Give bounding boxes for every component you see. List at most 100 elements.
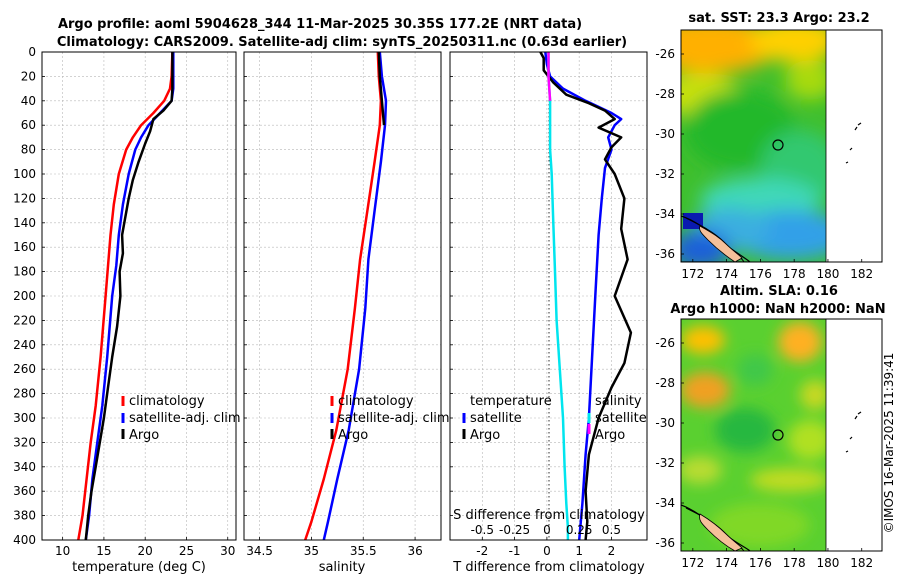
lat-tick-label: -26 (655, 336, 675, 350)
temperature-x-label: temperature (deg C) (72, 560, 206, 575)
legend-satellite-label: satellite-adj. clim (129, 411, 241, 426)
series-s-satellite (547, 52, 570, 540)
difference-panel: -2 -1 0 1 2 T difference from climatology S … (449, 51, 648, 575)
salinity-difference-legend: salinity satellite Argo (587, 394, 647, 443)
difference-series (539, 51, 633, 541)
temperature-grid (42, 51, 236, 541)
legend-t-argo-label: Argo (470, 428, 500, 443)
lat-tick-label: -34 (655, 496, 675, 510)
temperature-y-ticks: 0 20 40 60 80 100 120 140 160 180 200 220 240 260 280 3… (13, 45, 36, 547)
y-tick-label: 180 (13, 265, 36, 279)
temperature-difference-legend: temperature satellite Argo (462, 394, 552, 443)
legend-salinity-heading: salinity (595, 394, 642, 409)
series-climatology (77, 51, 174, 541)
sst-field (681, 30, 826, 262)
lat-tick-label: -32 (655, 167, 675, 181)
y-tick-label: 100 (13, 167, 36, 181)
s-x-tick-label: -0.25 (499, 523, 530, 537)
sst-argo-location-marker (772, 139, 784, 151)
sst-map-title: sat. SST: 23.3 Argo: 23.2 (688, 11, 869, 26)
x-tick-label: 25 (179, 544, 194, 558)
sla-islands (845, 411, 862, 453)
y-tick-label: 220 (13, 313, 36, 327)
lon-tick-label: 180 (816, 267, 839, 281)
legend-t-satellite-label: satellite (470, 411, 522, 426)
main-title-line1: Argo profile: aoml 5904628_344 11-Mar-20… (58, 17, 582, 32)
sla-map-frame (680, 318, 883, 552)
series-argo (377, 51, 386, 126)
legend-climatology-label: climatology (129, 394, 205, 409)
y-tick-label: 140 (13, 216, 36, 230)
legend-argo-label: Argo (338, 428, 368, 443)
sla-argo-location-marker (772, 429, 784, 441)
s-x-tick-label: 0 (543, 523, 551, 537)
temperature-x-ticks: 10 15 20 25 30 (55, 544, 235, 558)
y-tick-label: 280 (13, 387, 36, 401)
lat-tick-label: -28 (655, 376, 675, 390)
sst-map-frame (680, 29, 883, 263)
y-tick-label: 160 (13, 240, 36, 254)
lon-tick-label: 180 (816, 556, 839, 570)
salinity-x-ticks: 34.5 35 35.5 36 (246, 544, 423, 558)
temperature-series (77, 51, 175, 541)
t-difference-x-label: T difference from climatology (452, 560, 645, 575)
y-tick-label: 200 (13, 289, 36, 303)
lat-tick-label: -36 (655, 247, 675, 261)
lon-tick-label: 174 (715, 267, 738, 281)
x-tick-label: 15 (96, 544, 111, 558)
sla-map-ticks: 172 174 176 178 180 182 -26 -28 -30 -32 -34 -36 (655, 336, 873, 570)
lon-tick-label: 178 (783, 556, 806, 570)
imos-watermark: ©IMOS 16-Mar-2025 11:39:41 (882, 353, 896, 534)
x-tick-label: 20 (138, 544, 153, 558)
lon-tick-label: 174 (715, 556, 738, 570)
legend-temperature-heading: temperature (470, 394, 552, 409)
salinity-series (304, 51, 388, 541)
lat-tick-label: -32 (655, 456, 675, 470)
s-difference-x-ticks: -0.5 -0.25 0 0.25 0.5 (471, 523, 621, 537)
y-tick-label: 400 (13, 533, 36, 547)
legend-satellite-label: satellite-adj. clim (338, 411, 450, 426)
lat-tick-label: -30 (655, 416, 675, 430)
series-argo (84, 52, 174, 541)
series-t-satellite (544, 51, 623, 541)
salinity-grid (244, 51, 441, 541)
legend-s-satellite-label: satellite (595, 411, 647, 426)
s-x-tick-label: 0.25 (566, 523, 593, 537)
x-tick-label: -2 (476, 544, 488, 558)
s-difference-x-label: S difference from climatology (453, 508, 645, 523)
sst-islands (845, 122, 862, 164)
sst-map: sat. SST: 23.3 Argo: 23.2 (655, 11, 883, 281)
sla-map-title-line2: Argo h1000: NaN h2000: NaN (670, 302, 885, 317)
difference-x-ticks: -2 -1 0 1 2 (476, 544, 615, 558)
s-x-tick-label: -0.5 (471, 523, 494, 537)
legend-climatology-label: climatology (338, 394, 414, 409)
lon-tick-label: 176 (749, 556, 772, 570)
lat-tick-label: -28 (655, 87, 675, 101)
lon-tick-label: 172 (681, 267, 704, 281)
y-tick-label: 340 (13, 460, 36, 474)
temperature-legend: climatology satellite-adj. clim Argo (121, 394, 241, 443)
difference-axes-frame (449, 51, 648, 541)
x-tick-label: 1 (575, 544, 583, 558)
lon-tick-label: 176 (749, 267, 772, 281)
lat-tick-label: -30 (655, 127, 675, 141)
sst-map-ticks: 172 174 176 178 180 182 -26 -28 -30 -32 -34 -36 (655, 47, 873, 281)
temperature-panel: 0 20 40 60 80 100 120 140 160 180 200 220 240 260 280 3… (13, 45, 241, 575)
salinity-x-label: salinity (319, 560, 366, 575)
x-tick-label: 10 (55, 544, 70, 558)
lon-tick-label: 182 (850, 556, 873, 570)
y-tick-label: 240 (13, 338, 36, 352)
lon-tick-label: 178 (783, 267, 806, 281)
lat-tick-label: -34 (655, 207, 675, 221)
lat-tick-label: -26 (655, 47, 675, 61)
lon-tick-label: 182 (850, 267, 873, 281)
y-tick-label: 120 (13, 191, 36, 205)
salinity-axes-frame (243, 51, 442, 541)
x-tick-label: 36 (407, 544, 422, 558)
y-tick-label: 20 (21, 69, 36, 83)
x-tick-label: 0 (543, 544, 551, 558)
x-tick-label: 35 (304, 544, 319, 558)
s-x-tick-label: 0.5 (602, 523, 621, 537)
sla-map: Altim. SLA: 0.16 Argo h1000: NaN h2000: … (655, 284, 885, 570)
